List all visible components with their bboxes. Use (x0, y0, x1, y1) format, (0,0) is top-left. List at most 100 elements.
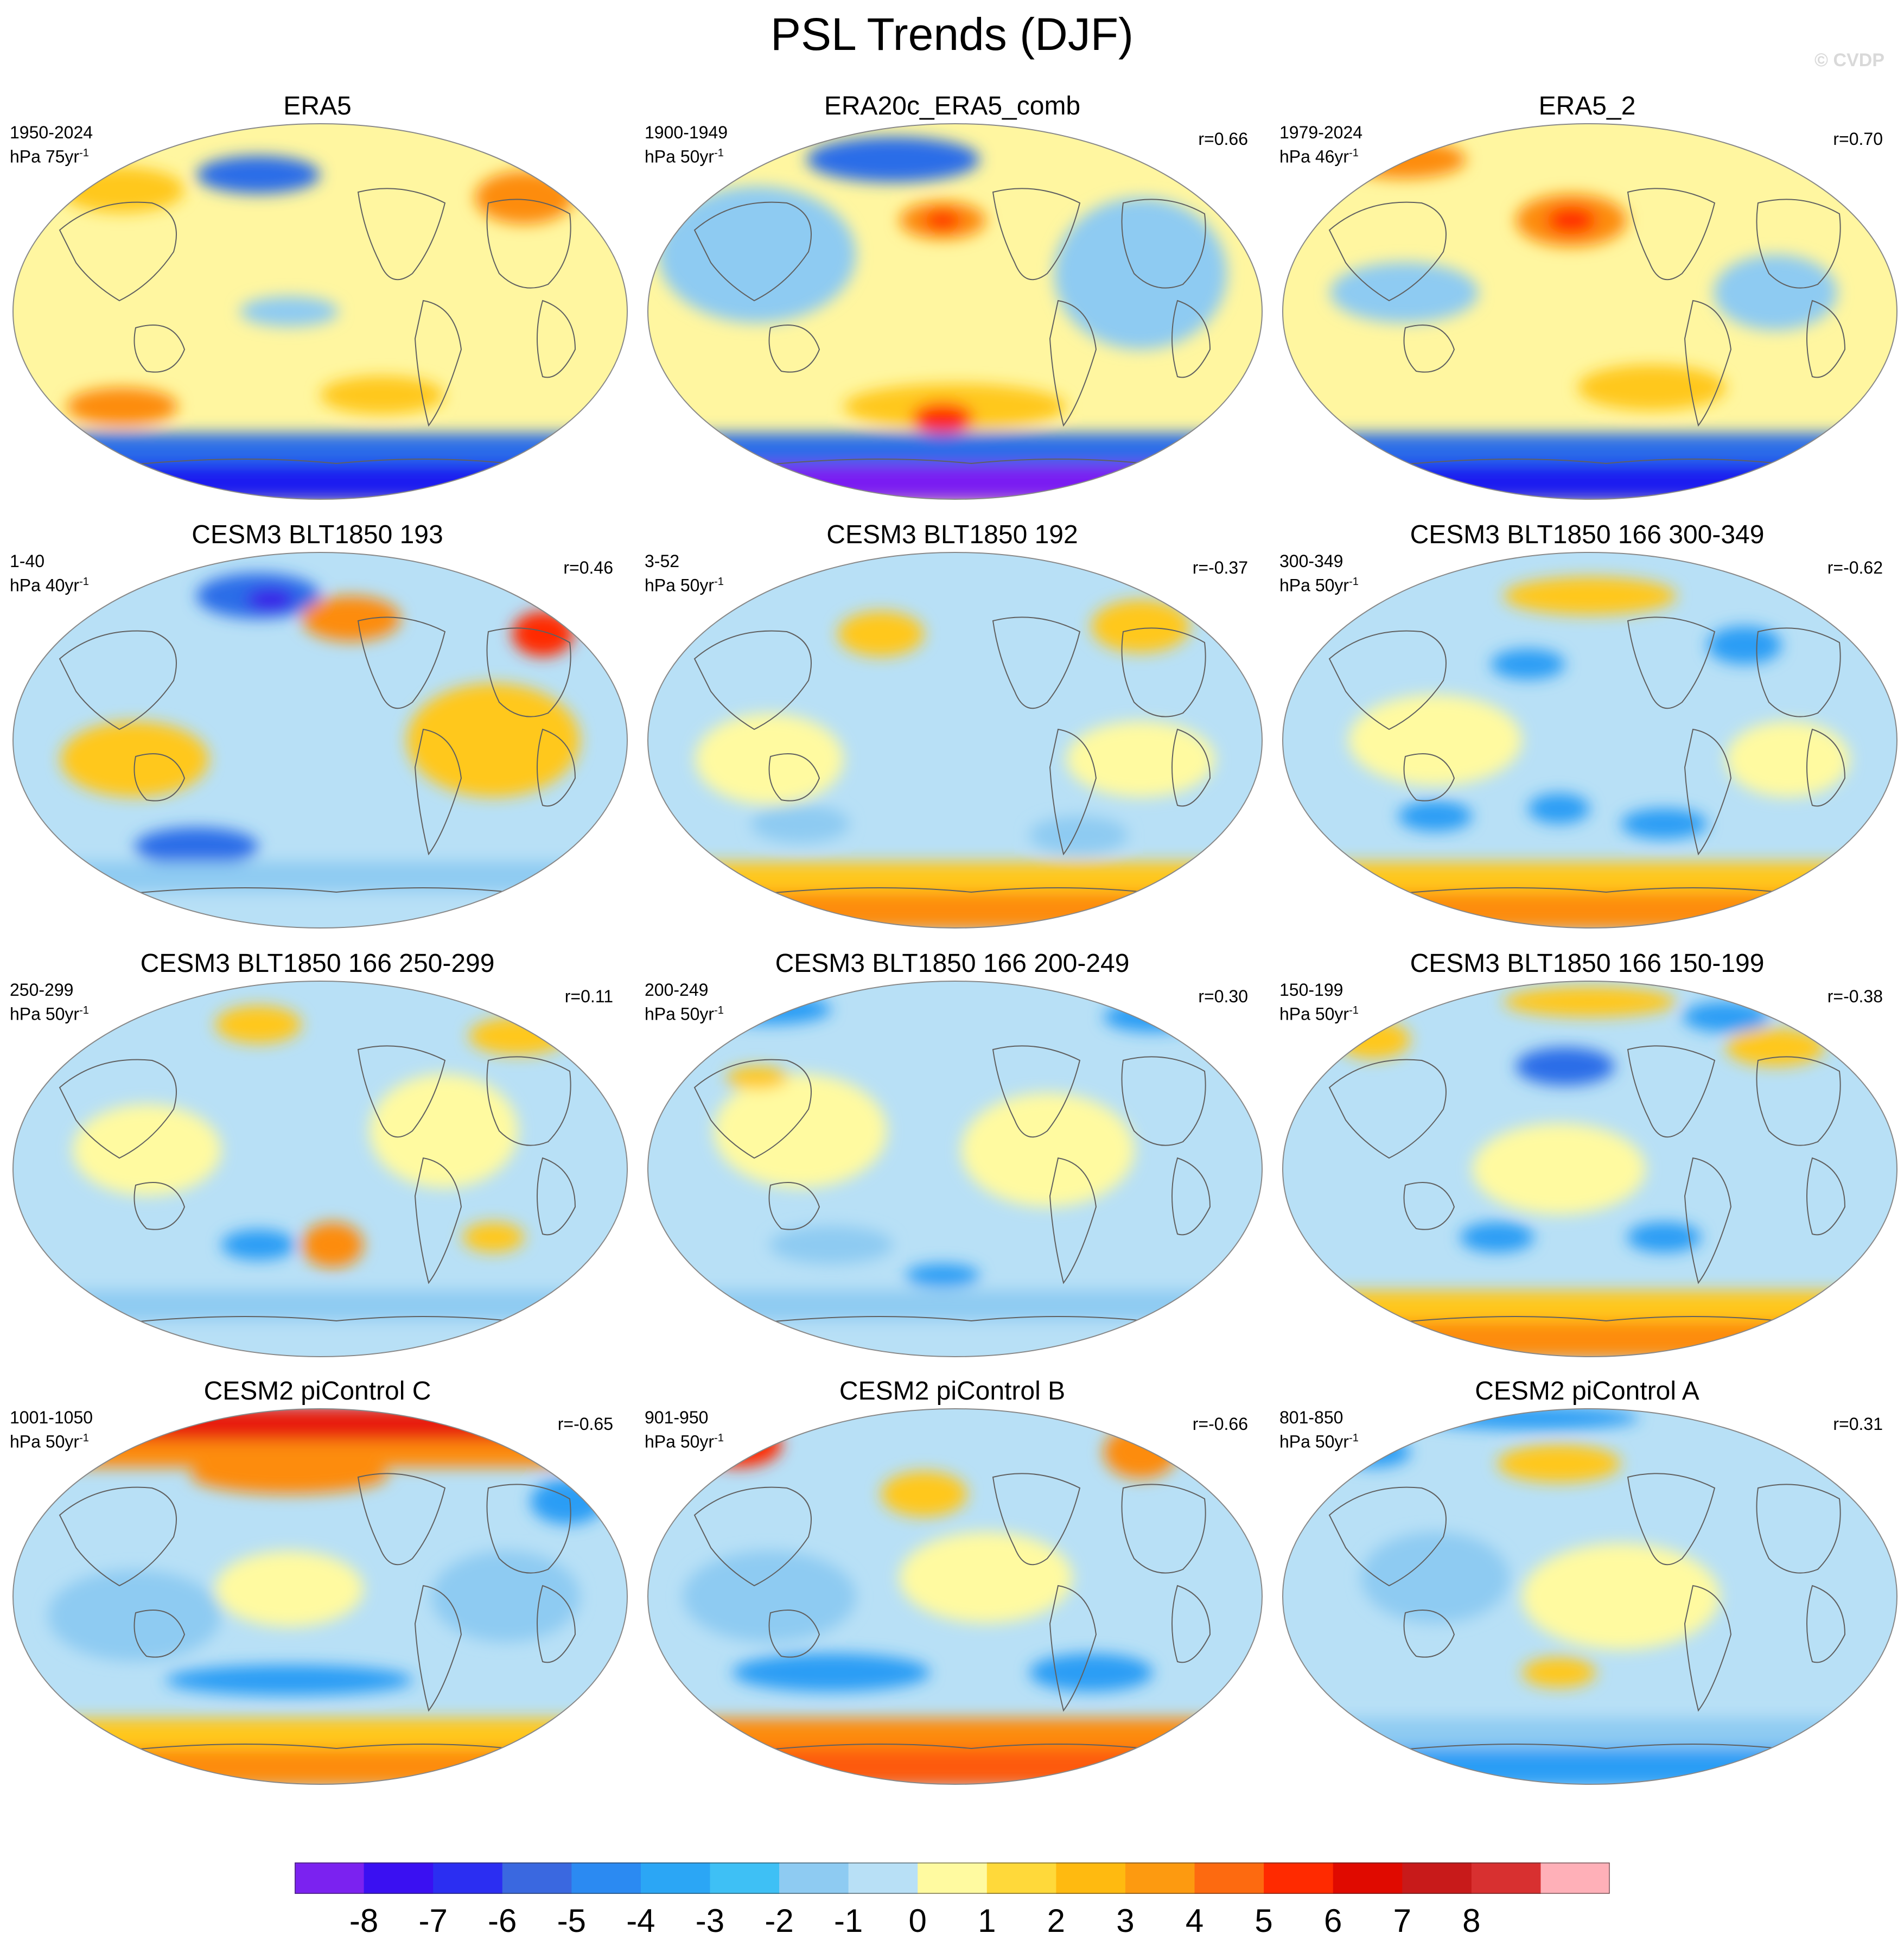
trend-anomaly (60, 167, 184, 213)
trend-anomaly (48, 1570, 221, 1661)
coastline-path (693, 1486, 812, 1587)
south-pole-core (648, 1321, 1262, 1357)
panel-title: CESM2 piControl B (839, 1377, 1066, 1406)
coastline-path (1627, 1045, 1716, 1138)
panel-title: CESM2 piControl C (203, 1377, 431, 1406)
coastline-path (1328, 1059, 1447, 1159)
south-pole-core (1283, 1321, 1897, 1357)
panel-units: hPa 50yr-1 (645, 142, 724, 168)
coastlines (693, 1045, 1211, 1327)
coastline-path (1049, 1585, 1097, 1712)
coastlines (693, 1473, 1211, 1754)
colorbar-swatch (918, 1862, 988, 1894)
coastline-path (414, 300, 462, 427)
trend-anomaly (732, 1654, 931, 1691)
panel-units-text: hPa 50yr (1279, 1432, 1349, 1452)
trend-anomaly (196, 156, 320, 194)
coastline-path (1171, 728, 1211, 807)
trend-anomaly (899, 1532, 1073, 1623)
coastline-path (1171, 1585, 1211, 1663)
panel-title: CESM3 BLT1850 192 (826, 520, 1078, 549)
coastline-path (727, 1744, 1189, 1754)
panel-period: 250-299 (10, 980, 74, 1000)
trend-anomaly (66, 387, 178, 425)
south-pole-core (13, 1748, 627, 1784)
panel-units-exponent: -1 (1349, 147, 1359, 159)
south-pole-core (648, 1748, 1262, 1784)
panel-correlation: r=0.46 (563, 558, 613, 577)
coastline-path (1684, 728, 1732, 856)
panel-units-text: hPa 50yr (645, 147, 715, 167)
colorbar-tick-label: -6 (488, 1903, 517, 1939)
panel-correlation: r=-0.38 (1827, 987, 1883, 1006)
trend-anomaly (1497, 1445, 1621, 1483)
colorbar-tick-label: -1 (834, 1903, 863, 1939)
panel-title: CESM3 BLT1850 193 (192, 520, 443, 549)
panel-period: 901-950 (645, 1408, 709, 1427)
coastline-path (1806, 1585, 1846, 1663)
trend-anomaly (1472, 1123, 1646, 1214)
coastline-path (1684, 1157, 1732, 1284)
trend-anomaly (708, 994, 831, 1025)
map-border (1282, 123, 1897, 500)
trend-anomaly (320, 376, 444, 414)
trend-anomaly (905, 1264, 980, 1287)
map-border (1282, 1408, 1897, 1785)
coastline-path (414, 1157, 462, 1284)
south-pole-core (1283, 1748, 1897, 1784)
coastlines (693, 616, 1211, 898)
robinson-map (647, 981, 1263, 1357)
trend-anomaly (1627, 1222, 1702, 1252)
coastline-path (1361, 887, 1824, 898)
trend-anomaly (1103, 1002, 1202, 1032)
trend-anomaly (714, 1074, 887, 1188)
coastline-path (768, 1182, 820, 1230)
coastline-path (486, 199, 571, 289)
robinson-map (1282, 981, 1897, 1357)
panel-units-exponent: -1 (714, 1004, 724, 1016)
map-panel: CESM2 piControl C 1001-1050 hPa 50yr-1 r=-0… (5, 1376, 629, 1805)
map-border (12, 981, 628, 1357)
colorbar-swatch (364, 1862, 434, 1894)
panel-correlation: r=0.66 (1198, 129, 1248, 149)
panel-title: ERA20c_ERA5_comb (824, 92, 1081, 120)
trend-anomaly (1029, 1654, 1153, 1691)
panel-period: 1001-1050 (10, 1408, 93, 1427)
colorbar-swatch (1540, 1862, 1610, 1894)
map-panel: CESM3 BLT1850 166 250-299 250-299 hPa 50yr… (5, 949, 629, 1377)
south-pole-core (1283, 463, 1897, 499)
panel-correlation: r=0.31 (1833, 1414, 1883, 1434)
coastline-path (1049, 300, 1097, 427)
colorbar-tick-label: 4 (1186, 1903, 1203, 1939)
panel-period: 200-249 (645, 980, 709, 1000)
panel-units-exponent: -1 (79, 147, 89, 159)
trend-anomaly (246, 588, 296, 611)
trend-anomaly (1621, 809, 1708, 839)
panel-units-exponent: -1 (714, 1432, 724, 1444)
coastlines (1328, 1045, 1846, 1327)
trend-anomaly (1361, 1532, 1510, 1623)
trend-anomaly (1398, 801, 1473, 831)
trend-anomaly (1460, 1222, 1534, 1252)
trend-anomaly (806, 137, 980, 182)
coastline-path (357, 188, 446, 281)
coastline-path (1328, 630, 1447, 730)
robinson-map (1282, 123, 1897, 500)
coastline-path (727, 887, 1189, 898)
colorbar-tick-label: 0 (909, 1903, 927, 1939)
panel-correlation: r=0.30 (1198, 987, 1248, 1006)
trend-anomaly (135, 828, 258, 866)
trend-anomaly (1725, 1028, 1825, 1066)
coastline-path (1806, 728, 1846, 807)
robinson-map (12, 552, 628, 929)
coastline-path (1171, 1157, 1211, 1236)
coastline-path (59, 201, 177, 302)
coastline-path (357, 1045, 446, 1138)
panel-units-text: hPa 50yr (1279, 1004, 1349, 1024)
panel-title: ERA5 (283, 92, 352, 120)
panel-units-text: hPa 40yr (10, 575, 80, 595)
coastline-path (486, 627, 571, 717)
colorbar-tick-label: -2 (765, 1903, 793, 1939)
colorbar-swatch (1333, 1862, 1403, 1894)
panel-correlation: r=-0.66 (1192, 1414, 1248, 1434)
